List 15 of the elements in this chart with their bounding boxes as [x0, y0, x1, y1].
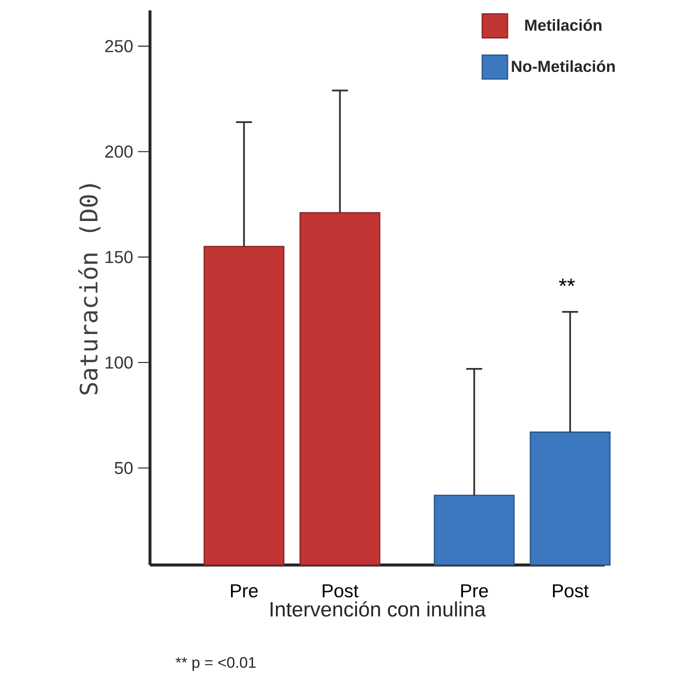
- x-tick-label: Pre: [231, 584, 258, 598]
- y-tick-label: 150: [106, 250, 133, 264]
- x-tick-label: Post: [322, 584, 358, 598]
- x-axis-title: Intervención con inulina: [270, 601, 486, 617]
- y-axis-title: Saturación (D0): [78, 184, 101, 394]
- y-tick-label: 50: [114, 462, 133, 474]
- y-tick-label: 250: [105, 40, 133, 52]
- text: ** p = <0.01: [176, 657, 256, 671]
- annotation: **: [558, 278, 575, 286]
- x-tick-label: Pre: [461, 584, 488, 598]
- y-tick-label: 200: [105, 145, 133, 158]
- legend-label: No-Metilación: [512, 60, 615, 72]
- x-tick-label: Post: [552, 584, 589, 598]
- legend-label: Metilación: [525, 18, 602, 31]
- y-tick-label: 100: [106, 356, 133, 369]
